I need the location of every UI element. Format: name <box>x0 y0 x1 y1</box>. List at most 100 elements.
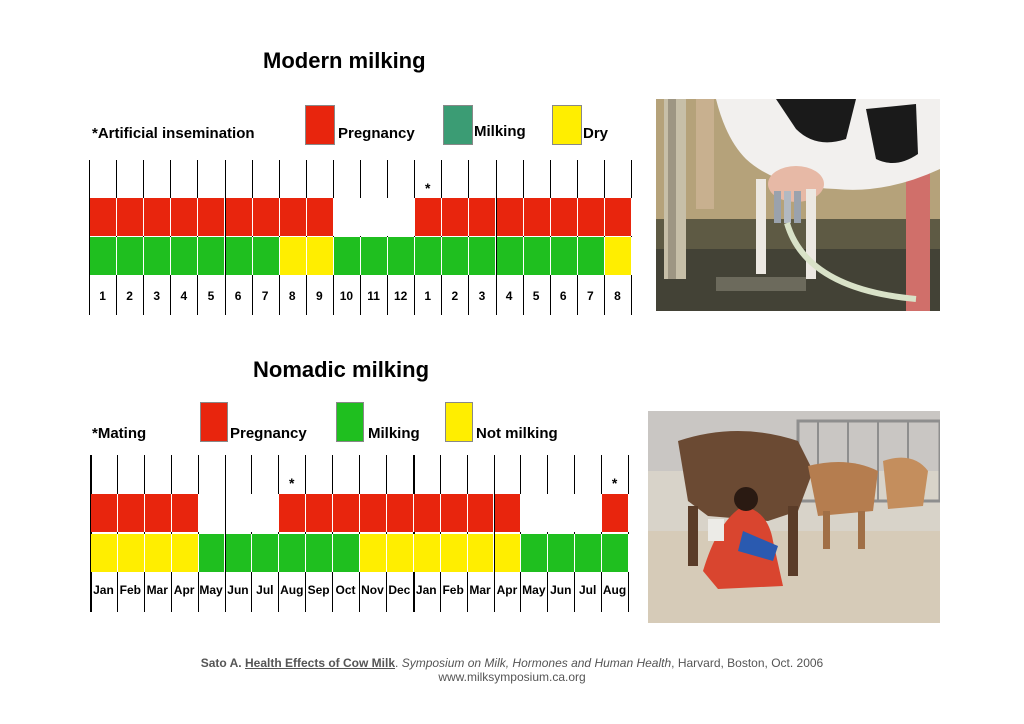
pregnancy-row-cell <box>117 198 145 236</box>
milking-row-cell <box>386 534 414 572</box>
tick-label: 11 <box>367 289 380 303</box>
milking-row-cell <box>333 534 360 572</box>
tick-label: Aug <box>602 583 627 597</box>
citation-title-link[interactable]: Health Effects of Cow Milk <box>245 656 396 670</box>
milking-row-cell <box>469 237 497 275</box>
milking-row-cell <box>306 534 334 572</box>
tick-label: Dec <box>388 583 411 597</box>
grid-line <box>574 455 576 612</box>
milking-row-cell <box>144 534 172 572</box>
tick-label: 12 <box>393 289 408 303</box>
tick-label: 1 <box>99 289 106 303</box>
modern-legend-milking-swatch <box>443 105 473 145</box>
grid-line <box>601 455 603 612</box>
pregnancy-row-cell <box>494 494 522 532</box>
grid-line <box>385 455 387 612</box>
milking-row-cell <box>548 534 576 572</box>
grid-line <box>332 455 334 612</box>
milking-row-cell <box>550 237 578 275</box>
grid-line <box>628 455 629 612</box>
tick-label: 9 <box>316 289 323 303</box>
pregnancy-row-cell <box>575 494 603 532</box>
pregnancy-row-cell <box>279 494 307 532</box>
grid-line <box>520 455 522 612</box>
pregnancy-row-cell <box>521 494 549 532</box>
nomadic-legend-pregnancy-label: Pregnancy <box>230 425 307 442</box>
milking-row-cell <box>604 237 632 275</box>
tick-label: Jun <box>550 583 572 597</box>
milking-machine-illustration <box>656 99 940 311</box>
pregnancy-row-cell <box>91 494 118 532</box>
tick-label: 1 <box>424 289 432 303</box>
citation-url[interactable]: www.milksymposium.ca.org <box>438 670 586 684</box>
nomadic-milking-photo <box>648 411 940 623</box>
citation-details: , Harvard, Boston, Oct. 2006 <box>671 656 824 670</box>
grid-line <box>197 455 199 612</box>
pregnancy-row-cell <box>198 494 226 532</box>
milking-row-cell <box>252 534 280 572</box>
pregnancy-row-cell <box>604 198 632 236</box>
pregnancy-row-cell <box>469 198 497 236</box>
tick-label: 2 <box>451 289 459 303</box>
citation: Sato A. Health Effects of Cow Milk. Symp… <box>0 656 1024 670</box>
milking-row-cell <box>496 237 524 275</box>
milking-row-cell <box>413 534 441 572</box>
pregnancy-row-cell <box>279 198 307 236</box>
grid-line <box>224 455 226 612</box>
modern-legend-pregnancy-label: Pregnancy <box>338 125 415 142</box>
pregnancy-row-cell <box>360 494 387 532</box>
tick-label: 8 <box>288 289 296 303</box>
citation-period: . <box>395 656 402 670</box>
tick-label: 3 <box>153 289 161 303</box>
pregnancy-row-cell <box>440 494 468 532</box>
tick-label: May <box>199 583 223 597</box>
pregnancy-row-cell <box>333 198 361 236</box>
tick-label: Feb <box>442 583 464 597</box>
milking-row-cell <box>144 237 172 275</box>
grid-line <box>547 455 549 612</box>
modern-legend-milking-label: Milking <box>474 123 526 140</box>
grid-line <box>359 455 360 612</box>
event-star-marker: * <box>425 180 431 196</box>
milking-row-cell <box>442 237 470 275</box>
modern-legend-pregnancy-swatch <box>305 105 335 145</box>
nomadic-legend-not-milking-label: Not milking <box>476 425 558 442</box>
pregnancy-row-cell <box>252 198 280 236</box>
pregnancy-row-cell <box>225 198 253 236</box>
milking-row-cell <box>521 534 549 572</box>
modern-title: Modern milking <box>263 48 426 73</box>
citation-venue: Symposium on Milk, Hormones and Human He… <box>401 656 672 670</box>
pregnancy-row-cell <box>415 198 443 236</box>
pregnancy-row-cell <box>306 494 334 532</box>
pregnancy-row-cell <box>90 198 118 236</box>
pregnancy-row-cell <box>306 198 334 236</box>
nomadic-legend-note: *Mating <box>92 425 147 442</box>
tick-label: 7 <box>261 289 269 303</box>
tick-label: 4 <box>180 289 188 303</box>
milking-row-cell <box>198 534 226 572</box>
grid-line <box>412 455 415 612</box>
nomadic-legend-not-milking-swatch <box>445 402 473 442</box>
pregnancy-row-cell <box>602 494 629 532</box>
milking-machine-photo <box>656 99 940 311</box>
grid-line <box>251 455 253 612</box>
milking-row-cell <box>279 534 307 572</box>
milking-row-cell <box>198 237 226 275</box>
milking-row-cell <box>252 237 280 275</box>
milking-row-cell <box>602 534 629 572</box>
tick-label: Nov <box>361 583 384 597</box>
pregnancy-row-cell <box>333 494 360 532</box>
tick-label: Jun <box>227 583 249 597</box>
milking-row-cell <box>171 237 199 275</box>
milking-row-cell <box>279 237 307 275</box>
milking-row-cell <box>523 237 551 275</box>
tick-label: Mar <box>469 583 491 597</box>
tick-label: 8 <box>614 289 621 303</box>
pregnancy-row-cell <box>496 198 524 236</box>
tick-label: Sep <box>307 583 330 597</box>
grid-line <box>439 455 441 612</box>
pregnancy-row-cell <box>467 494 495 532</box>
grid-line <box>278 455 280 612</box>
grid-line <box>493 455 495 612</box>
pregnancy-row-cell <box>252 494 280 532</box>
